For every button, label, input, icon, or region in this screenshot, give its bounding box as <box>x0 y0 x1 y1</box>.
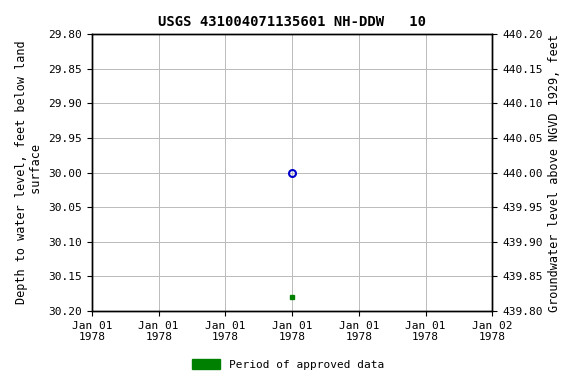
Legend: Period of approved data: Period of approved data <box>188 355 388 375</box>
Title: USGS 431004071135601 NH-DDW   10: USGS 431004071135601 NH-DDW 10 <box>158 15 426 29</box>
Y-axis label: Depth to water level, feet below land
 surface: Depth to water level, feet below land su… <box>15 41 43 305</box>
Y-axis label: Groundwater level above NGVD 1929, feet: Groundwater level above NGVD 1929, feet <box>548 34 561 311</box>
